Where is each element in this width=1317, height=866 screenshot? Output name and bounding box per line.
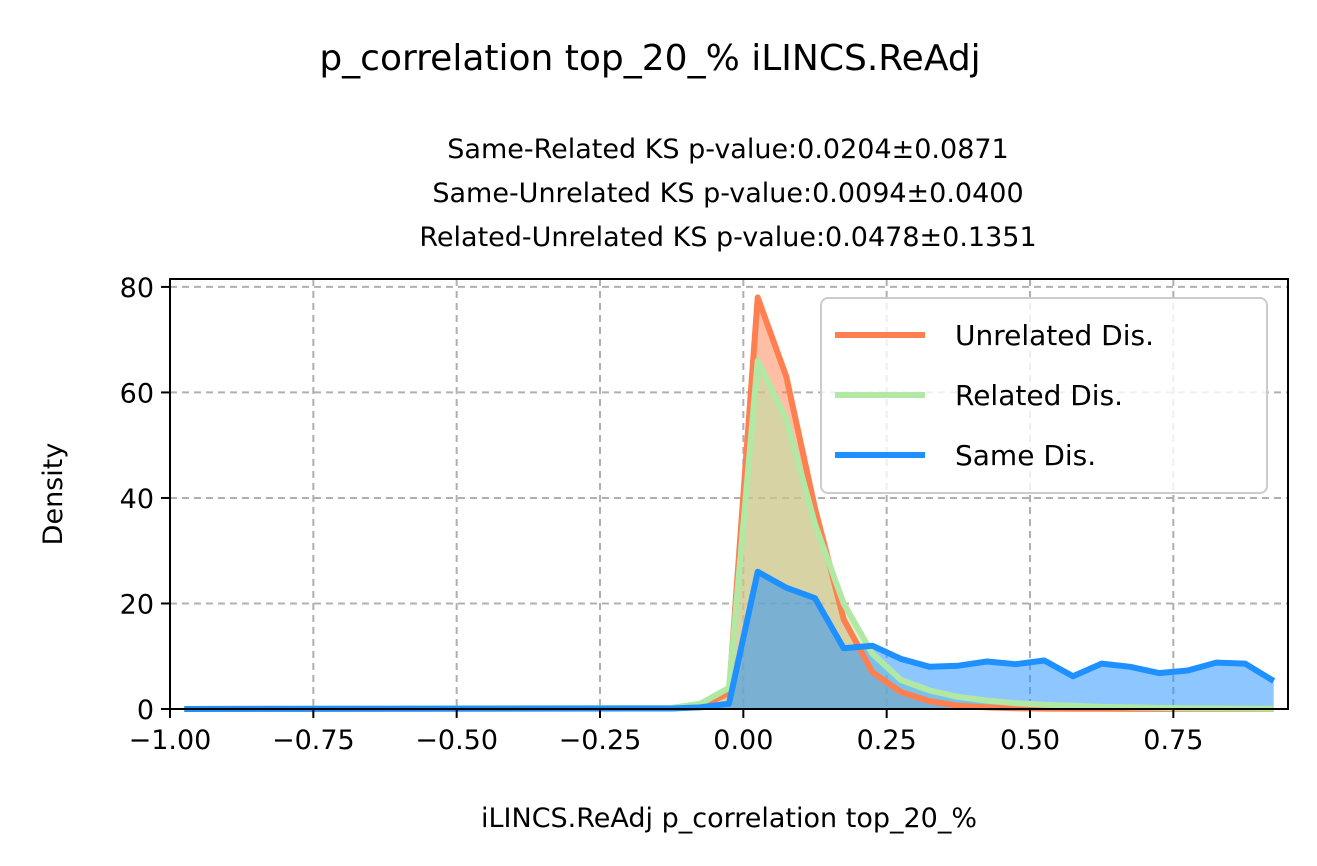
x-tick-label: −1.00 [129, 725, 212, 756]
series-line-2 [184, 568, 1276, 712]
x-tick-label: 0.25 [857, 725, 917, 756]
y-tick-label: 60 [120, 378, 154, 409]
y-axis-label: Density [38, 443, 69, 546]
legend-label-2: Same Dis. [955, 439, 1096, 472]
legend-box [820, 297, 1268, 494]
legend-label-0: Unrelated Dis. [955, 319, 1154, 352]
series-area-2 [184, 571, 1274, 709]
y-tick-label: 0 [137, 695, 154, 726]
x-tick-label: 0.50 [1000, 725, 1060, 756]
legend-label-1: Related Dis. [955, 379, 1123, 412]
y-tick-label: 80 [120, 273, 154, 304]
x-tick-label: 0.00 [713, 725, 773, 756]
x-tick-label: −0.25 [559, 725, 642, 756]
legend: Unrelated Dis. Related Dis. Same Dis. [820, 297, 1268, 494]
chart-subtitle-line-2: Same-Unrelated KS p-value:0.0094±0.0400 [432, 178, 1023, 209]
y-tick-label: 40 [120, 484, 154, 515]
chart-subtitle-line-3: Related-Unrelated KS p-value:0.0478±0.13… [419, 222, 1036, 253]
y-axis: 0 20 40 60 80 [120, 273, 170, 726]
plot-frame [169, 278, 1289, 710]
x-tick-label: −0.75 [272, 725, 355, 756]
chart-title: p_correlation top_20_% iLINCS.ReAdj [319, 38, 980, 79]
x-tick-label: 0.75 [1143, 725, 1203, 756]
x-axis-label: iLINCS.ReAdj p_correlation top_20_% [481, 803, 977, 834]
y-tick-label: 20 [120, 589, 154, 620]
x-axis: −1.00 −0.75 −0.50 −0.25 0.00 0.25 0.50 0.75 [129, 709, 1203, 756]
x-tick-label: −0.50 [415, 725, 498, 756]
chart-subtitle-line-1: Same-Related KS p-value:0.0204±0.0871 [447, 134, 1008, 165]
